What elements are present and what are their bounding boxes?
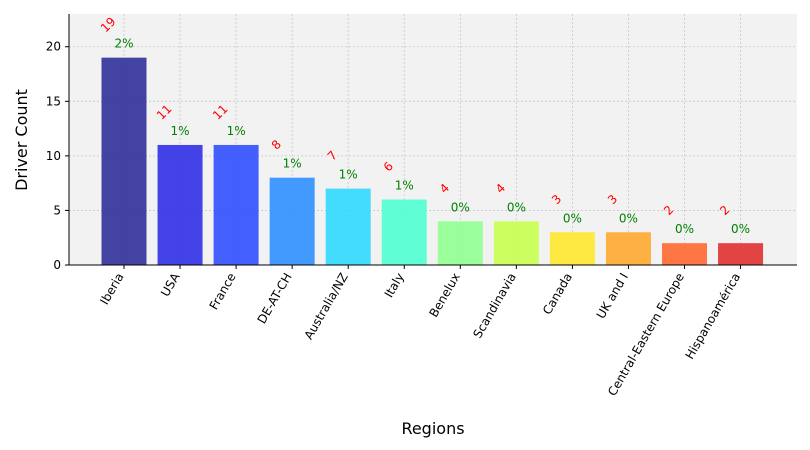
bar xyxy=(493,221,539,265)
percent-label: 1% xyxy=(171,124,190,138)
percent-label: 1% xyxy=(395,179,414,193)
bar xyxy=(381,199,427,265)
x-tick-label: Scandinavia xyxy=(470,271,519,341)
y-tick-label: 15 xyxy=(46,94,61,108)
bar xyxy=(269,177,315,265)
bar xyxy=(157,144,203,265)
percent-label: 1% xyxy=(339,168,358,182)
x-tick-label: Iberia xyxy=(97,271,126,308)
bar xyxy=(662,243,707,265)
percent-label: 1% xyxy=(283,157,302,171)
bar xyxy=(605,232,651,265)
x-tick-label: Italy xyxy=(382,271,407,301)
bar xyxy=(437,221,483,265)
y-tick-label: 5 xyxy=(53,203,61,217)
bars xyxy=(101,57,764,265)
percent-label: 0% xyxy=(507,200,526,214)
y-axis-title: Driver Count xyxy=(12,89,31,191)
y-tick-label: 0 xyxy=(53,258,61,272)
y-tick-label: 10 xyxy=(46,149,61,163)
x-tick-label: Hispanoamérica xyxy=(682,271,743,362)
x-tick-label: USA xyxy=(158,270,183,299)
percent-label: 0% xyxy=(563,211,582,225)
bar xyxy=(718,243,764,265)
x-ticks: Iberia USA France DE-AT-CH Australia/NZ Italy… xyxy=(97,265,743,398)
bar xyxy=(213,144,259,265)
x-axis-title: Regions xyxy=(401,419,464,438)
y-tick-label: 20 xyxy=(46,40,61,54)
x-tick-label: Australia/NZ xyxy=(302,271,351,342)
percent-label: 0% xyxy=(619,211,638,225)
x-tick-label: Benelux xyxy=(426,271,462,320)
percent-label: 0% xyxy=(731,222,750,236)
percent-label: 0% xyxy=(451,200,470,214)
bar xyxy=(101,57,147,265)
x-tick-label: Canada xyxy=(540,271,575,318)
percent-label: 0% xyxy=(675,222,694,236)
percent-label: 2% xyxy=(114,37,133,51)
x-tick-label: UK and I xyxy=(594,271,631,322)
bar xyxy=(549,232,595,265)
y-ticks: 0 5 10 15 20 xyxy=(46,40,69,272)
percent-label: 1% xyxy=(227,124,246,138)
bar xyxy=(325,188,371,265)
x-tick-label: France xyxy=(207,271,239,313)
x-tick-label: DE-AT-CH xyxy=(255,271,295,327)
